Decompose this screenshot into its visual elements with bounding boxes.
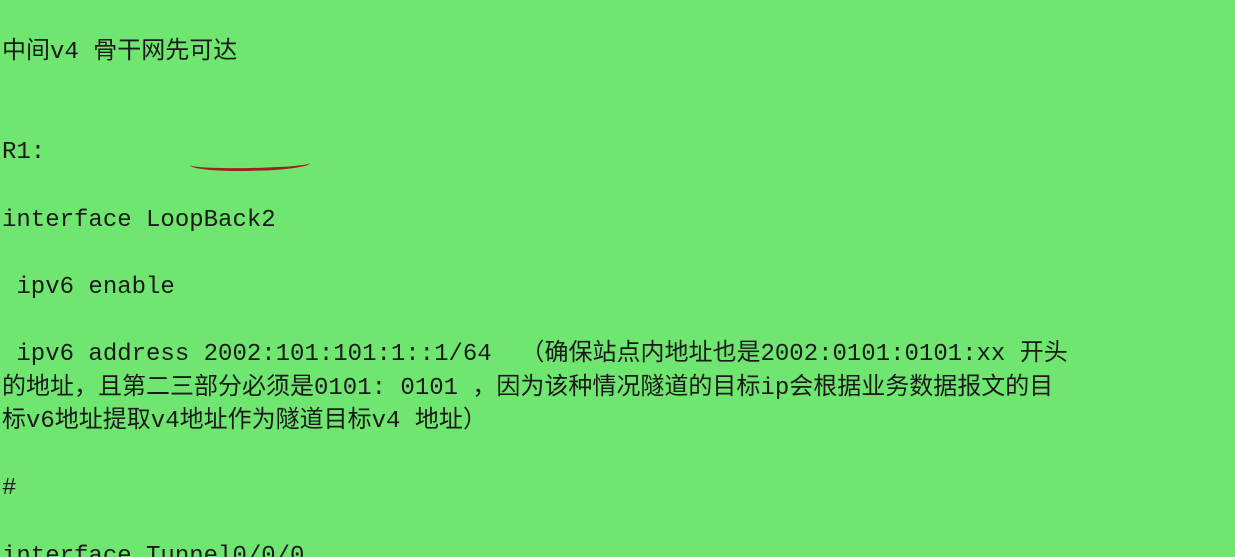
text-line: # — [2, 472, 1072, 506]
text-line: 中间v4 骨干网先可达 — [2, 36, 1072, 70]
text-line: ipv6 address 2002:101:101:1::1/64 （确保站点内… — [2, 338, 1072, 439]
text-line: interface LoopBack2 — [2, 204, 1072, 238]
config-text-block: 中间v4 骨干网先可达 R1: interface LoopBack2 ipv6… — [2, 2, 1072, 557]
text-line: ipv6 enable — [2, 271, 1072, 305]
text-line: R1: — [2, 136, 1072, 170]
text-line: interface Tunnel0/0/0 — [2, 540, 1072, 557]
